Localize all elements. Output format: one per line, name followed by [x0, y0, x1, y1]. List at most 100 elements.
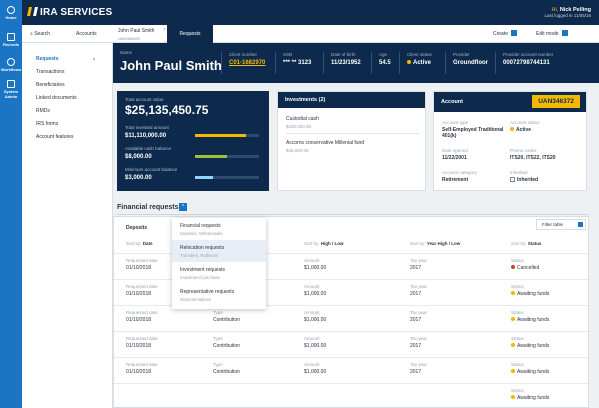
admin-icon: [7, 80, 15, 88]
account-value-card: Total account value $25,135,450.75 Total…: [117, 91, 269, 191]
financial-requests-title: Financial requests: [117, 204, 179, 211]
table-row[interactable]: Status Awaiting funds: [114, 383, 588, 405]
cell-date: Requested date 01/10/2018: [126, 336, 158, 349]
account-status: Account status Active: [510, 120, 540, 133]
close-tab-icon[interactable]: ×: [163, 27, 166, 33]
client-number: Client number C01-1682970: [229, 52, 266, 66]
status-dot-icon: [511, 343, 515, 347]
cell-year: Tax year 2017: [410, 258, 428, 271]
client-header: Name John Paul Smith Client number C01-1…: [113, 43, 599, 83]
inherited-field: Inherited Inherited: [510, 170, 539, 183]
promo-codes: Promo codes ITS20, ITS22, ITS20: [510, 148, 556, 161]
progress-bar: [195, 134, 259, 137]
divider: [371, 52, 372, 74]
sidebar-item-irs-forms[interactable]: IRS forms: [36, 121, 59, 127]
cell-amount: Amount $1,000.00: [304, 258, 327, 271]
divider: [275, 52, 276, 74]
investment-item[interactable]: Custodial cash $250,000.00: [286, 116, 319, 129]
tab-requests[interactable]: Requests: [167, 25, 213, 43]
sort-status[interactable]: Sort by: Status: [511, 241, 542, 246]
investments-card: Investments (2) Custodial cash $250,000.…: [277, 91, 426, 191]
status-dot-icon: [407, 60, 411, 64]
account-number-badge[interactable]: UAN346372: [532, 95, 580, 108]
sort-amount[interactable]: Sort by: High / Low: [304, 241, 344, 246]
edit-mode-toggle[interactable]: Edit mode: [536, 30, 568, 37]
workflows-icon: [7, 58, 15, 66]
user-info[interactable]: Hi, Nick Pelling Last logged in 11/05/16: [544, 7, 591, 18]
app-rail: Home Records Workflows System Admin: [0, 0, 22, 408]
total-account-value: $25,135,450.75: [125, 103, 209, 117]
progress-bar: [195, 176, 259, 179]
cell-year: Tax year 2017: [410, 362, 428, 375]
requests-type-toggle[interactable]: ^: [179, 203, 187, 211]
status-dot-icon: [511, 317, 515, 321]
client-status: Client status Active: [407, 52, 432, 66]
sort-date[interactable]: Sort by: Date: [126, 241, 153, 246]
rail-system-admin[interactable]: System Admin: [0, 80, 22, 99]
status-dot-icon: [511, 369, 515, 373]
divider: [117, 214, 589, 215]
account-type: Account type Self-Employed Traditional 4…: [442, 120, 504, 139]
tab-person[interactable]: John Paul Smith UAN356485: [118, 28, 155, 41]
progress-bar: [195, 155, 259, 158]
sidebar-item-beneficiaries[interactable]: Beneficiaries: [36, 82, 65, 88]
cell-date: Requested date 01/10/2018: [126, 310, 158, 323]
cell-amount: Amount $1,000.00: [304, 284, 327, 297]
cell-status: Status Awaiting funds: [511, 388, 550, 401]
inherited-checkbox[interactable]: [510, 177, 515, 182]
cell-year: Tax year 2017: [410, 284, 428, 297]
table-row[interactable]: Requested date 01/10/2018 Type Contribution…: [114, 357, 588, 379]
sidebar-item-rmds[interactable]: RMDs: [36, 108, 50, 114]
divider: [323, 52, 324, 74]
cell-status: Status Cancelled: [511, 258, 540, 271]
records-icon: [7, 33, 15, 41]
dropdown-item-representative[interactable]: Representative requests Representatives: [180, 289, 235, 302]
table-row[interactable]: Requested date 01/10/2018 Type Contribution…: [114, 305, 588, 327]
filter-icon: [578, 222, 583, 227]
checkbox-icon: [561, 30, 568, 36]
client-number-link[interactable]: C01-1682970: [229, 60, 266, 66]
client-provider: Provider Groundfloor: [453, 52, 488, 66]
rail-records[interactable]: Records: [0, 33, 22, 47]
client-dob: Date of birth 11/23/1952: [331, 52, 361, 66]
sidebar-item-account-features[interactable]: Account features: [36, 134, 74, 140]
investments-title: Investments (2): [278, 92, 425, 108]
cell-status: Status Awaiting funds: [511, 336, 550, 349]
account-card: Account UAN346372 Account type Self-Empl…: [433, 91, 587, 191]
filter-table-button[interactable]: Filter table: [536, 219, 586, 230]
brand-logo[interactable]: IRA SERVICES: [27, 7, 112, 18]
top-header: IRA SERVICES Hi, Nick Pelling Last logge…: [22, 0, 599, 25]
table-row[interactable]: Requested date 01/10/2018 Amount $1,000.00 T…: [114, 253, 588, 275]
status-dot-icon: [510, 127, 514, 131]
rail-workflows[interactable]: Workflows: [0, 58, 22, 72]
sidebar-item-transactions[interactable]: Transactions: [36, 69, 65, 75]
tab-deposits[interactable]: Deposits: [126, 225, 148, 231]
create-button[interactable]: Create: [493, 30, 518, 37]
sort-year[interactable]: Sort by: Year High / Low: [410, 241, 461, 246]
cell-date: Requested date 01/10/2018: [126, 284, 158, 297]
table-row[interactable]: Requested date 01/10/2018 Type Contribution…: [114, 331, 588, 353]
client-name: John Paul Smith: [120, 58, 222, 73]
search-icon: ⌕: [30, 31, 33, 37]
divider: [445, 52, 446, 74]
cell-amount: Amount $1,000.00: [304, 336, 327, 349]
investment-item[interactable]: Accorns conservative Millenial fund $45,…: [286, 140, 365, 153]
tab-accounts[interactable]: Accounts: [76, 31, 97, 37]
dropdown-item-financial[interactable]: Financial requests Deposits, Withdrawals: [180, 223, 223, 236]
chevron-down-icon: [511, 30, 518, 36]
home-icon: [7, 6, 15, 14]
rail-home[interactable]: Home: [0, 6, 22, 20]
divider: [399, 52, 400, 74]
client-age: Age 54.5: [379, 52, 391, 66]
dropdown-item-investment[interactable]: Investment requests Investment purchase: [180, 267, 226, 280]
tab-search[interactable]: ⌕ Search: [30, 31, 51, 37]
sidebar-item-requests[interactable]: Requests: [36, 56, 59, 62]
status-dot-icon: [511, 395, 515, 399]
cell-year: Tax year 2017: [410, 310, 428, 323]
cell-type: Type Contribution: [213, 336, 240, 349]
table-row[interactable]: Requested date 01/10/2018 Amount $1,000.00 T…: [114, 279, 588, 301]
dropdown-item-relocation[interactable]: Relocation requests Transfers, Rollovers: [172, 240, 266, 262]
request-type-dropdown: Financial requests Deposits, Withdrawals…: [172, 218, 266, 309]
sidebar-item-linked-documents[interactable]: Linked documents: [36, 95, 77, 101]
chevron-right-icon: ›: [93, 57, 95, 63]
